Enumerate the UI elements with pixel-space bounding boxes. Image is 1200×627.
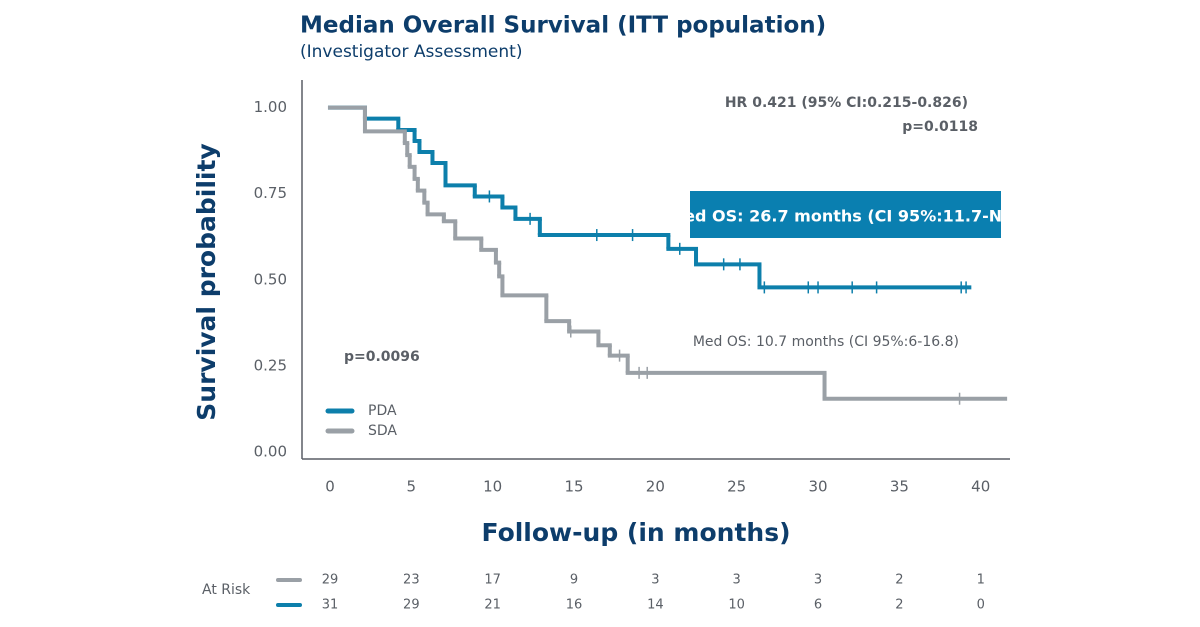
x-tick-label: 10 — [483, 478, 502, 496]
at-risk-count: 29 — [403, 598, 420, 613]
y-tick-label: 0.50 — [254, 270, 287, 288]
x-tick-label: 20 — [646, 478, 665, 496]
at-risk-count: 2 — [895, 573, 903, 588]
at-risk-count: 1 — [977, 573, 985, 588]
x-tick-label: 5 — [407, 478, 417, 496]
chart-title: Median Overall Survival (ITT population) — [300, 13, 826, 39]
y-tick-label: 0.75 — [254, 184, 287, 202]
at-risk-count: 14 — [647, 598, 664, 613]
y-axis-title: Survival probability — [192, 143, 221, 420]
x-tick-label: 30 — [808, 478, 827, 496]
p-annotation: p=0.0096 — [344, 349, 420, 365]
at-risk-count: 23 — [403, 573, 420, 588]
at-risk-count: 10 — [728, 598, 745, 613]
at-risk-count: 31 — [322, 598, 339, 613]
at-risk-count: 17 — [484, 573, 501, 588]
median-pda-annotation: Med OS: 26.7 months (CI 95%:11.7-NR) — [668, 207, 1022, 226]
at-risk-count: 16 — [566, 598, 583, 613]
at-risk-count: 9 — [570, 573, 578, 588]
x-tick-label: 40 — [971, 478, 990, 496]
x-tick-label: 15 — [564, 478, 583, 496]
at-risk-count: 0 — [977, 598, 985, 613]
x-tick-label: 0 — [325, 478, 335, 496]
x-axis-title: Follow-up (in months) — [482, 518, 791, 547]
at-risk-count: 3 — [733, 573, 741, 588]
x-tick-label: 25 — [727, 478, 746, 496]
at-risk-count: 3 — [651, 573, 659, 588]
hr-annotation: HR 0.421 (95% CI:0.215-0.826) — [725, 95, 968, 111]
y-tick-label: 0.25 — [254, 356, 287, 374]
median-box — [690, 191, 1001, 238]
at-risk-count: 21 — [484, 598, 501, 613]
at-risk-count: 2 — [895, 598, 903, 613]
median-sda-annotation: Med OS: 10.7 months (CI 95%:6-16.8) — [693, 334, 959, 350]
at-risk-label: At Risk — [202, 582, 251, 598]
p-annotation: p=0.0118 — [902, 119, 978, 135]
at-risk-count: 3 — [814, 573, 822, 588]
x-tick-label: 35 — [890, 478, 909, 496]
chart-subtitle: (Investigator Assessment) — [300, 42, 522, 62]
at-risk-count: 29 — [322, 573, 339, 588]
y-tick-label: 0.00 — [254, 443, 287, 461]
y-tick-label: 1.00 — [254, 98, 287, 116]
legend-label: PDA — [368, 403, 397, 419]
legend-label: SDA — [368, 423, 397, 439]
at-risk-count: 6 — [814, 598, 822, 613]
